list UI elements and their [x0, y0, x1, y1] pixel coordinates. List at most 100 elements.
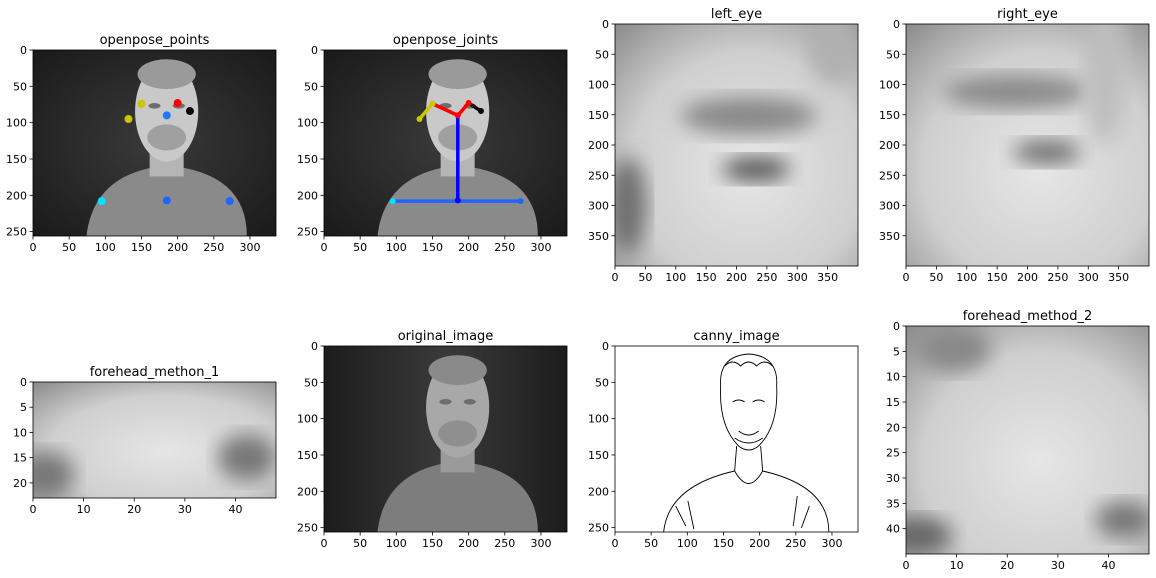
edge-contour: [734, 445, 764, 472]
x-tick-label: 10: [950, 559, 964, 572]
shade-region: [680, 96, 817, 136]
x-tick-label: 250: [494, 537, 515, 550]
edge-contour: [720, 385, 778, 451]
hair: [428, 59, 487, 90]
shade-region: [615, 157, 647, 254]
shade-region: [918, 326, 992, 372]
x-tick-label: 150: [131, 241, 152, 254]
y-tick-label: 100: [588, 413, 609, 426]
x-tick-label: 50: [353, 537, 367, 550]
y-tick-label: 250: [297, 226, 318, 239]
y-tick-label: 150: [297, 449, 318, 462]
panel-title: openpose_joints: [393, 33, 498, 48]
x-tick-label: 0: [321, 241, 328, 254]
image: [33, 50, 276, 236]
axes-frame: [32, 381, 277, 499]
edge-contour: [724, 361, 773, 367]
y-tick-label: 200: [297, 485, 318, 498]
y-tick-label: 50: [304, 80, 318, 93]
shade-region: [1095, 501, 1149, 539]
panel-forehead-method-2: 0 10 20 30 40 0 5 10 15 20 25 30 35 40 forehead_method…: [886, 309, 1150, 572]
edge-contour: [734, 430, 763, 444]
axes-frame: [323, 49, 568, 237]
y-tick-label: 35: [886, 497, 900, 510]
y-tick-label: 300: [588, 200, 609, 213]
y-tick-label: 50: [13, 80, 27, 93]
y-tick-label: 0: [893, 18, 900, 31]
shade-region: [1085, 24, 1125, 145]
x-tick-label: 0: [612, 271, 619, 284]
keypoint: [454, 112, 461, 119]
x-tick-label: 0: [321, 537, 328, 550]
x-tick-label: 300: [787, 271, 808, 284]
beard: [438, 420, 478, 447]
shade-region: [809, 24, 858, 85]
keypoint: [517, 198, 524, 205]
edge-contour: [663, 470, 830, 532]
hair: [137, 59, 196, 90]
x-tick-label: 20: [1000, 559, 1014, 572]
y-tick-label: 200: [6, 189, 27, 202]
x-tick-label: 250: [203, 241, 224, 254]
keypoint: [389, 198, 396, 205]
x-tick-label: 200: [1017, 271, 1038, 284]
x-tick-label: 0: [30, 503, 37, 516]
x-tick-label: 300: [1078, 271, 1099, 284]
y-tick-label: 200: [588, 139, 609, 152]
shade-region: [217, 434, 276, 481]
y-tick-label: 0: [20, 44, 27, 57]
x-tick-label: 0: [612, 537, 619, 550]
panel-openpose-joints: 0 50 100 150 200 250 300 0 50 100 150 200 250 openpos…: [297, 33, 568, 254]
y-tick-label: 100: [6, 117, 27, 130]
x-tick-label: 50: [644, 537, 658, 550]
axes-frame: [32, 49, 277, 237]
shade-region: [906, 517, 953, 554]
x-tick-label: 100: [956, 271, 977, 284]
keypoint: [477, 108, 484, 115]
x-tick-label: 200: [749, 537, 770, 550]
keypoint: [173, 99, 182, 108]
panel-title: forehead_method_2: [963, 309, 1093, 324]
eye-right: [463, 399, 476, 405]
x-tick-label: 250: [494, 241, 515, 254]
x-tick-label: 50: [638, 271, 652, 284]
x-tick-label: 300: [239, 241, 260, 254]
x-tick-label: 350: [817, 271, 838, 284]
y-tick-label: 20: [13, 477, 27, 490]
x-tick-label: 150: [987, 271, 1008, 284]
y-tick-label: 200: [588, 485, 609, 498]
y-tick-label: 250: [297, 522, 318, 535]
y-tick-label: 150: [588, 449, 609, 462]
y-tick-label: 20: [886, 421, 900, 434]
panel-title: original_image: [398, 329, 494, 344]
keypoint: [97, 197, 106, 206]
axes-frame: [323, 345, 568, 533]
y-tick-label: 250: [588, 169, 609, 182]
y-tick-label: 100: [297, 117, 318, 130]
y-tick-label: 0: [20, 376, 27, 389]
x-tick-label: 100: [95, 241, 116, 254]
x-tick-label: 50: [929, 271, 943, 284]
keypoint: [137, 99, 146, 108]
y-tick-label: 15: [886, 396, 900, 409]
edge-contour: [732, 399, 765, 403]
x-tick-label: 50: [62, 241, 76, 254]
keypoint: [465, 100, 472, 107]
y-tick-label: 50: [595, 376, 609, 389]
y-tick-label: 0: [602, 18, 609, 31]
x-tick-label: 40: [1102, 559, 1116, 572]
x-tick-label: 250: [1047, 271, 1068, 284]
panel-forehead-methon-1: 0 10 20 30 40 0 5 10 15 20 forehead_methon_1: [13, 365, 277, 516]
x-tick-label: 100: [386, 241, 407, 254]
panel-title: right_eye: [997, 7, 1058, 22]
image: [324, 50, 567, 236]
shade-region: [721, 157, 790, 182]
x-tick-label: 200: [458, 241, 479, 254]
x-tick-label: 300: [530, 241, 551, 254]
keypoint: [162, 111, 171, 120]
y-tick-label: 0: [311, 340, 318, 353]
x-tick-label: 40: [229, 503, 243, 516]
y-tick-label: 200: [879, 139, 900, 152]
edge-contour: [720, 353, 778, 387]
